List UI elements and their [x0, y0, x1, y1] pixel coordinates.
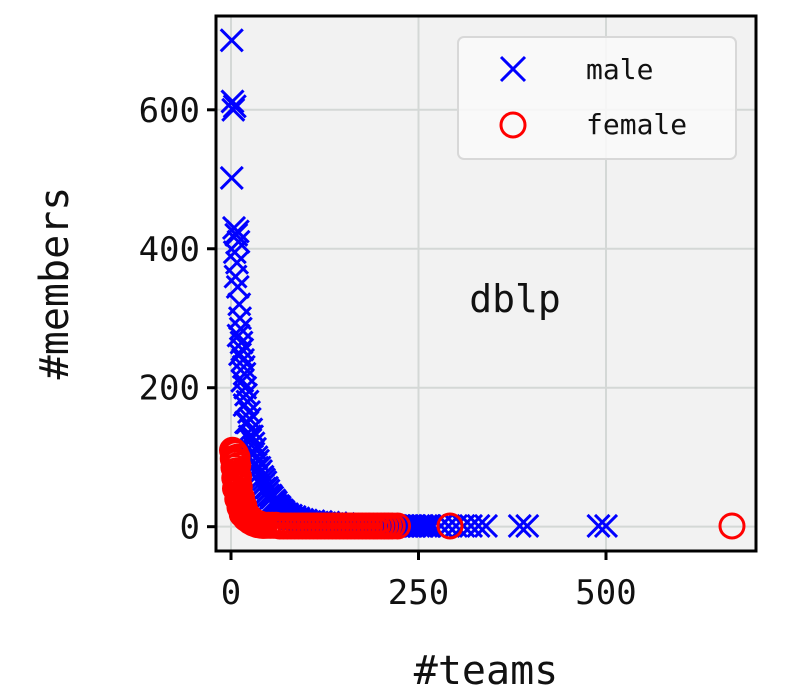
chart-annotation: dblp — [469, 277, 561, 321]
male-point — [219, 28, 244, 53]
axis-ticks: 0 250 500 0 200 400 600 — [139, 91, 637, 613]
x-tick-label: 250 — [388, 573, 449, 613]
male-point — [220, 89, 245, 114]
y-tick-label: 0 — [180, 508, 200, 548]
plot-frame — [214, 14, 758, 553]
data-points — [219, 28, 746, 540]
female-point — [718, 512, 746, 540]
y-tick-label: 400 — [139, 230, 200, 270]
female-point — [436, 512, 464, 540]
legend-marker-male — [499, 55, 527, 83]
male-point — [466, 513, 491, 539]
male-point — [225, 219, 250, 244]
legend-label-female: female — [586, 108, 687, 141]
male-point — [226, 323, 251, 348]
legend-marker-female — [499, 111, 527, 139]
male-point — [515, 513, 540, 539]
male-point — [222, 94, 247, 119]
male-point — [410, 513, 435, 539]
male-point — [473, 513, 499, 539]
y-axis-label: #members — [32, 187, 78, 380]
female-point — [384, 512, 411, 540]
male-point — [256, 483, 281, 508]
legend-box — [457, 36, 737, 160]
male-point — [507, 513, 532, 539]
y-tick-label: 600 — [139, 91, 200, 131]
x-tick-label: 0 — [221, 573, 241, 613]
x-tick-label: 500 — [575, 573, 636, 613]
male-point — [417, 513, 442, 539]
legend: male female — [457, 36, 737, 160]
male-point — [593, 513, 619, 539]
male-point — [586, 513, 611, 539]
x-axis-label: #teams — [414, 648, 559, 694]
male-point — [230, 368, 255, 393]
male-point — [252, 476, 277, 501]
y-tick-label: 200 — [139, 369, 200, 409]
male-point — [219, 165, 244, 190]
legend-label-male: male — [586, 53, 653, 86]
